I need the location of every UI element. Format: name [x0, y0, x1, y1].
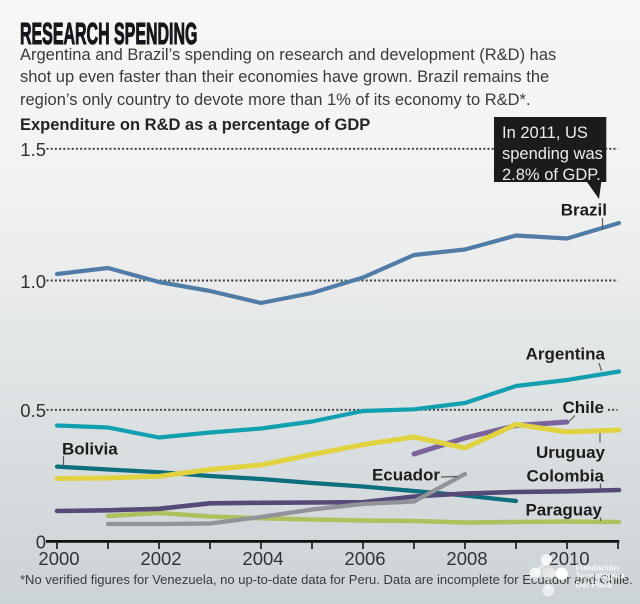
svg-text:2002: 2002 [140, 548, 181, 569]
svg-text:2008: 2008 [446, 548, 487, 569]
svg-text:Del Plata: Del Plata [576, 580, 613, 590]
svg-text:Bolivia: Bolivia [62, 440, 118, 459]
svg-text:2000: 2000 [38, 548, 79, 569]
svg-text:2010: 2010 [548, 548, 589, 569]
svg-text:Argentina: Argentina [526, 345, 606, 364]
svg-text:spending was: spending was [502, 145, 603, 163]
svg-text:Fundación: Fundación [576, 563, 619, 573]
svg-text:Colombia: Colombia [527, 467, 605, 486]
svg-text:Tecnológica: Tecnológica [576, 570, 626, 580]
svg-text:2004: 2004 [242, 548, 283, 569]
svg-text:Paraguay: Paraguay [525, 501, 602, 520]
svg-text:0: 0 [36, 532, 46, 553]
svg-text:1.0: 1.0 [20, 271, 46, 292]
svg-text:0.5: 0.5 [20, 400, 46, 421]
svg-text:Chile: Chile [562, 398, 604, 417]
svg-text:Ecuador: Ecuador [372, 466, 440, 485]
svg-text:Uruguay: Uruguay [536, 443, 606, 462]
svg-text:1.5: 1.5 [20, 139, 46, 160]
svg-text:In 2011, US: In 2011, US [502, 124, 588, 142]
svg-text:2006: 2006 [344, 548, 385, 569]
svg-text:2.8% of GDP.: 2.8% of GDP. [502, 166, 601, 184]
svg-text:Brazil: Brazil [561, 201, 607, 220]
